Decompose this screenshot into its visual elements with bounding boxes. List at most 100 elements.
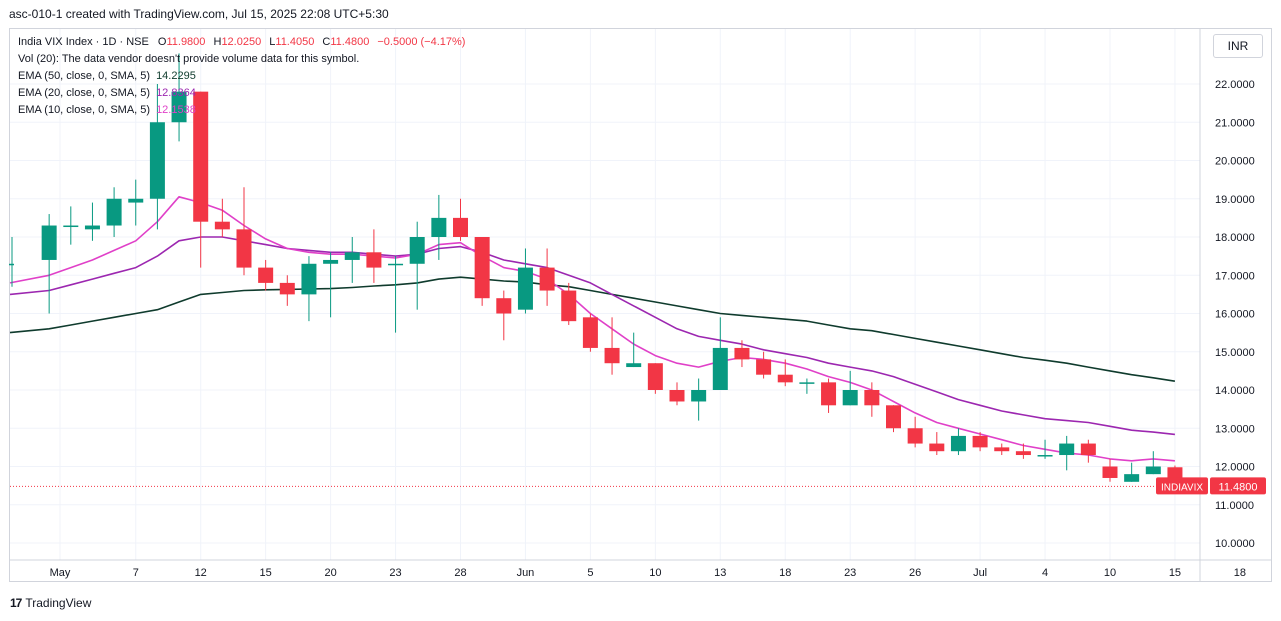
y-tick-label: 20.0000 [1215,156,1255,168]
x-tick-label: 13 [714,567,726,579]
y-tick-label: 15.0000 [1215,347,1255,359]
y-tick-label: 21.0000 [1215,117,1255,129]
candle-body [647,363,663,390]
candle-body [864,390,880,406]
candle-body [777,374,793,383]
x-tick-label: 10 [649,567,661,579]
low-label: L [269,36,276,48]
ema10-line [9,196,1175,462]
candle-body [691,390,707,402]
ema10-legend[interactable]: EMA (10, close, 0, SMA, 5) 12.1538 [18,104,196,116]
candle-body [582,317,598,348]
candle-body [193,91,209,222]
candle-body [128,198,144,203]
candle-body [886,405,901,429]
y-tick-label: 18.0000 [1215,232,1255,244]
candle-body [279,282,295,295]
candle-body [907,428,923,444]
candle-body [366,252,382,268]
candle-body [84,225,100,230]
x-tick-label: 7 [133,567,139,579]
y-tick-label: 16.0000 [1215,309,1255,321]
candle-body [929,443,945,452]
candle-body [301,263,317,295]
x-tick-label: 4 [1042,567,1048,579]
candle-body [9,263,14,266]
close-value: 11.4800 [330,36,370,48]
candle-body [842,390,858,406]
x-tick-label: 20 [324,567,336,579]
last-price-badge [1210,477,1266,495]
ema20-value: 12.8364 [156,87,196,99]
candle-body [214,221,230,230]
chart-frame[interactable] [9,28,1272,582]
header-bar: asc-010-1 created with TradingView.com, … [0,0,1281,28]
candle-body [106,198,122,226]
x-tick-label: May [50,567,71,579]
candle-body [669,390,685,402]
candle-body [821,382,837,406]
candle-body [972,435,988,448]
ema10-label: EMA (10, close, 0, SMA, 5) [18,104,151,116]
footer-logo[interactable]: 17 TradingView [10,596,91,610]
y-tick-label: 19.0000 [1215,194,1255,206]
candle-body [539,267,555,291]
x-tick-label: 10 [1104,567,1116,579]
candle-body [496,298,512,314]
candle-body [1145,466,1161,475]
x-tick-label: 15 [1169,567,1181,579]
candle-body [734,347,750,360]
low-value: 11.4050 [275,36,315,48]
x-tick-label: 23 [389,567,401,579]
ema20-line [9,236,1175,436]
x-tick-label: 26 [909,567,921,579]
high-label: H [213,36,222,48]
candle-body [236,229,252,268]
candle-body [171,91,187,123]
candle-body [431,217,447,237]
symbol-legend[interactable]: India VIX Index · 1D · NSE O11.9800 H12.… [18,36,465,48]
candle-body [1037,455,1053,457]
candle-body [41,225,57,260]
candle-body [561,290,577,322]
symbol-name: India VIX Index · 1D · NSE [18,36,149,48]
candle-body [1124,474,1140,482]
y-tick-label: 12.0000 [1215,462,1255,474]
candle-body [626,363,642,368]
change-value: −0.5000 (−4.17%) [377,36,466,48]
candle-body [994,447,1010,452]
footer-brand: TradingView [25,596,92,610]
x-tick-label: Jun [517,567,535,579]
ema50-legend[interactable]: EMA (50, close, 0, SMA, 5) 14.2295 [18,70,196,82]
x-tick-label: 18 [779,567,791,579]
x-tick-label: 28 [454,567,466,579]
candle-body [323,259,339,264]
candle-body [604,347,620,364]
last-price-value: 11.4800 [1219,481,1258,493]
x-tick-label: 23 [844,567,856,579]
candle-body [409,237,425,264]
y-tick-label: 10.0000 [1215,538,1255,550]
y-tick-label: 14.0000 [1215,385,1255,397]
x-tick-label: Jul [973,567,987,579]
open-label: O [157,36,167,48]
tradingview-logo-icon: 17 [10,596,22,610]
ema50-line [9,276,1176,382]
currency-button[interactable]: INR [1213,34,1263,58]
candle-body [344,252,360,260]
candle-body [517,267,533,310]
x-tick-label: 15 [260,567,272,579]
ema20-legend[interactable]: EMA (20, close, 0, SMA, 5) 12.8364 [18,87,196,99]
y-tick-label: 13.0000 [1215,423,1255,435]
y-tick-label: 17.0000 [1215,270,1255,282]
ema50-value: 14.2295 [156,70,196,82]
candle-body [950,435,966,452]
candle-body [453,217,468,237]
open-value: 11.9800 [166,36,206,48]
last-price-tag [1156,477,1208,495]
candle-body [1015,451,1031,456]
ema50-label: EMA (50, close, 0, SMA, 5) [18,70,151,82]
x-tick-label: 12 [195,567,207,579]
candle-body [388,263,404,266]
